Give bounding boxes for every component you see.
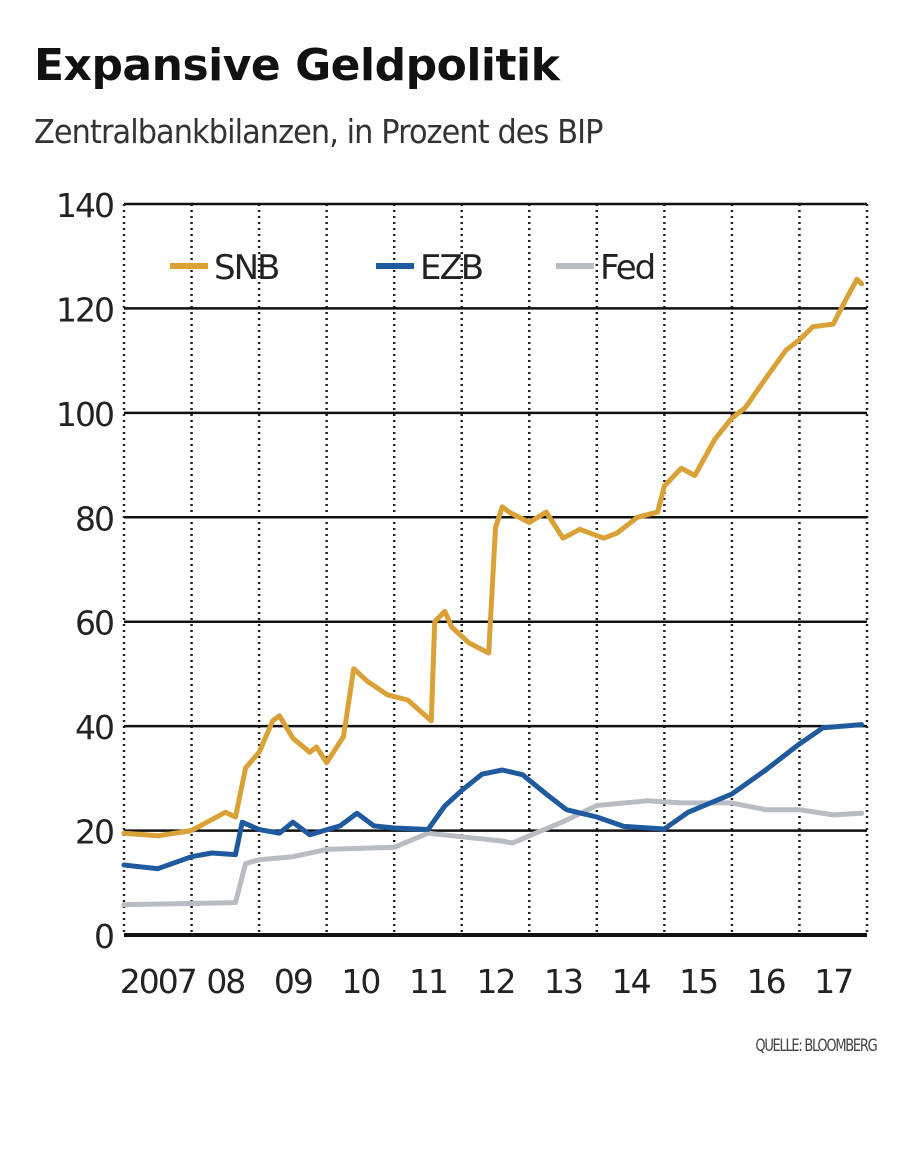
legend-label-snb: SNB (214, 248, 278, 288)
grid (122, 202, 869, 937)
x-tick-label: 13 (544, 962, 582, 1001)
x-tick-label: 15 (679, 962, 717, 1001)
x-tick-label: 17 (814, 962, 852, 1001)
x-tick-label: 09 (274, 962, 312, 1001)
x-tick-label: 10 (341, 962, 379, 1001)
y-tick-label: 0 (94, 917, 113, 956)
series-line-ezb (121, 722, 865, 872)
y-tick-label: 140 (56, 186, 113, 225)
source-note: QUELLE: BLOOMBERG (754, 1036, 877, 1056)
x-tick-label: 16 (747, 962, 785, 1001)
x-tick-label: 11 (409, 962, 447, 1001)
series-line-fed (121, 798, 865, 908)
y-tick-label: 100 (56, 395, 113, 434)
series-line-snb (121, 276, 865, 839)
y-tick-label: 80 (75, 499, 113, 538)
legend-label-ezb: EZB (420, 248, 482, 288)
legend: SNB EZB Fed (170, 248, 656, 288)
x-tick-label: 2007 (120, 962, 196, 1001)
y-tick-label: 60 (75, 604, 113, 643)
x-tick-label: 08 (206, 962, 244, 1001)
x-tick-label: 14 (612, 962, 651, 1001)
y-tick-label: 120 (56, 290, 113, 329)
axes: 0 20 40 60 80 100 120 140 2007 08 09 10 11 12 13 14 15 16… (56, 186, 854, 1001)
chart-subtitle: Zentralbankbilanzen, in Prozent des BIP (34, 112, 603, 151)
y-tick-label: 40 (75, 708, 113, 747)
x-tick-label: 12 (477, 962, 515, 1001)
series-lines (121, 276, 865, 908)
chart-title: Expansive Geldpolitik (34, 40, 560, 91)
legend-label-fed: Fed (600, 248, 654, 288)
y-tick-label: 20 (75, 813, 113, 852)
